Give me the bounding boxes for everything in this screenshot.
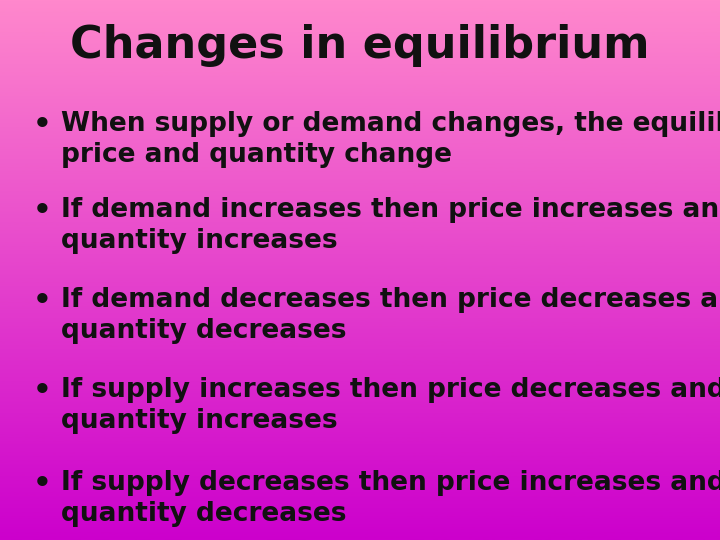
Text: If demand decreases then price decreases and
quantity decreases: If demand decreases then price decreases… <box>61 287 720 345</box>
Text: •: • <box>32 287 51 315</box>
Text: If supply decreases then price increases and
quantity decreases: If supply decreases then price increases… <box>61 470 720 527</box>
Text: •: • <box>32 111 51 139</box>
Text: If supply increases then price decreases and
quantity increases: If supply increases then price decreases… <box>61 377 720 434</box>
Text: When supply or demand changes, the equilibrium
price and quantity change: When supply or demand changes, the equil… <box>61 111 720 168</box>
Text: •: • <box>32 197 51 225</box>
Text: Changes in equilibrium: Changes in equilibrium <box>71 24 649 68</box>
Text: •: • <box>32 377 51 405</box>
Text: •: • <box>32 470 51 498</box>
Text: If demand increases then price increases and
quantity increases: If demand increases then price increases… <box>61 197 720 254</box>
